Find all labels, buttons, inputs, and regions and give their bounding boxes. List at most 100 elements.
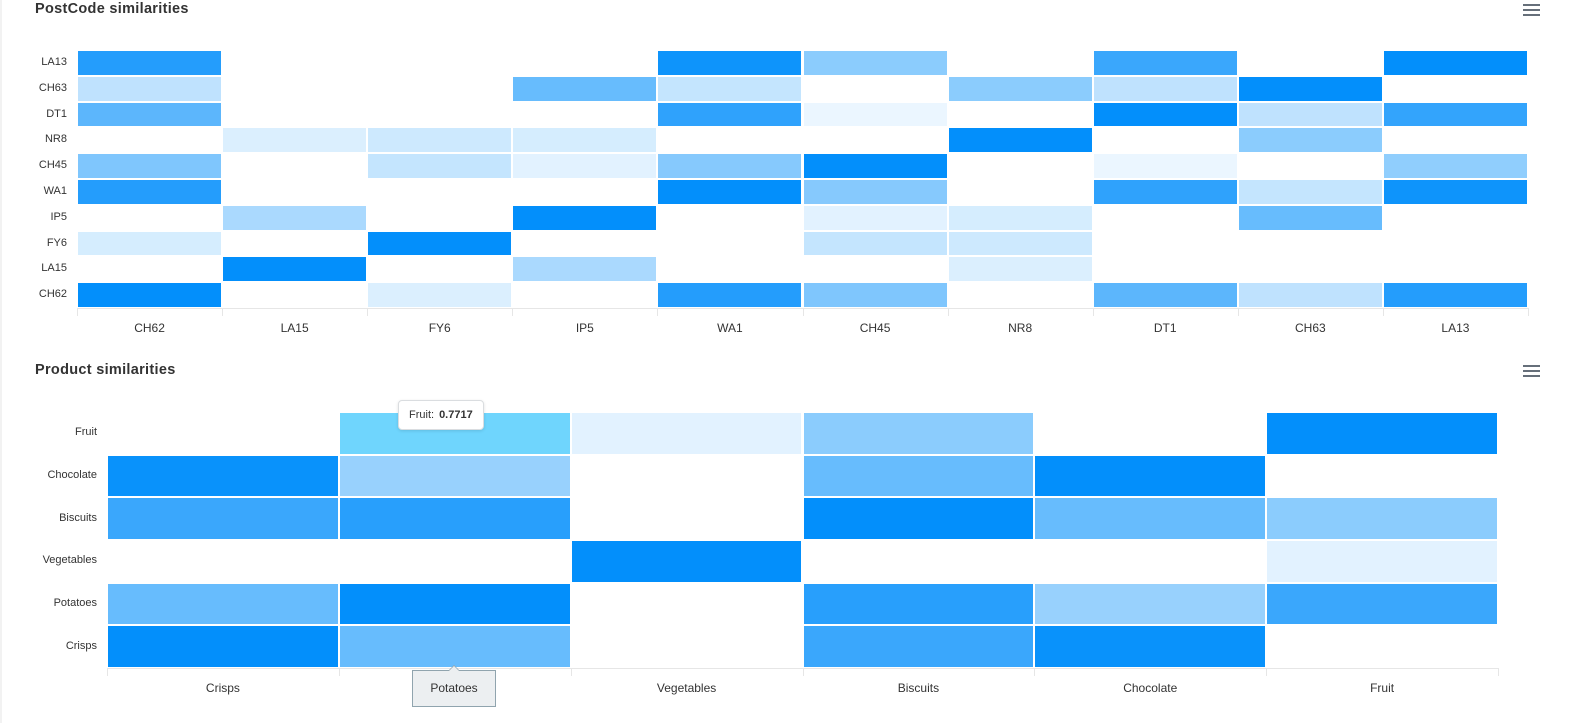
heatmap-cell[interactable] — [368, 283, 512, 307]
heatmap-cell[interactable] — [1093, 205, 1237, 230]
heatmap-cell[interactable] — [803, 583, 1034, 625]
heatmap-cell[interactable] — [948, 180, 1092, 204]
heatmap-cell[interactable] — [223, 128, 367, 153]
heatmap-cell[interactable] — [78, 257, 222, 282]
heatmap-cell[interactable] — [513, 283, 657, 307]
heatmap-cell[interactable] — [368, 180, 512, 204]
heatmap-cell[interactable] — [1093, 128, 1237, 153]
heatmap-cell[interactable] — [658, 205, 802, 230]
heatmap-cell[interactable] — [803, 180, 947, 204]
heatmap-cell[interactable] — [1383, 180, 1527, 204]
heatmap-cell[interactable] — [223, 51, 367, 75]
heatmap-cell[interactable] — [803, 541, 1034, 582]
hamburger-menu-icon[interactable] — [1523, 4, 1540, 18]
heatmap-cell[interactable] — [1267, 583, 1497, 625]
heatmap-cell[interactable] — [571, 413, 802, 454]
heatmap-cell[interactable] — [803, 205, 947, 230]
heatmap-cell[interactable] — [78, 154, 222, 178]
heatmap-cell[interactable] — [513, 205, 657, 230]
heatmap-cell[interactable] — [78, 180, 222, 204]
heatmap-cell[interactable] — [803, 76, 947, 101]
heatmap-cell[interactable] — [1383, 128, 1527, 153]
heatmap-cell[interactable] — [1093, 257, 1237, 282]
heatmap-cell[interactable] — [948, 205, 1092, 230]
heatmap-cell[interactable] — [1383, 154, 1527, 178]
heatmap-cell[interactable] — [1238, 51, 1382, 75]
heatmap-cell[interactable] — [1035, 583, 1266, 625]
heatmap-cell[interactable] — [948, 257, 1092, 282]
heatmap-cell[interactable] — [78, 128, 222, 153]
heatmap-cell[interactable] — [78, 205, 222, 230]
heatmap-cell[interactable] — [571, 541, 802, 582]
heatmap-cell[interactable] — [368, 154, 512, 178]
heatmap-cell[interactable] — [78, 231, 222, 256]
heatmap-cell[interactable] — [571, 498, 802, 539]
heatmap-cell[interactable] — [1035, 455, 1266, 497]
heatmap-cell[interactable] — [78, 283, 222, 307]
heatmap-cell[interactable] — [658, 76, 802, 101]
heatmap-cell[interactable] — [368, 257, 512, 282]
heatmap-cell[interactable] — [1238, 154, 1382, 178]
heatmap-cell[interactable] — [658, 257, 802, 282]
heatmap-cell[interactable] — [513, 154, 657, 178]
heatmap-cell[interactable] — [1383, 205, 1527, 230]
heatmap-cell[interactable] — [1093, 102, 1237, 127]
heatmap-cell[interactable] — [1238, 257, 1382, 282]
heatmap-cell[interactable] — [108, 626, 338, 667]
heatmap-cell[interactable] — [571, 626, 802, 667]
heatmap-cell[interactable] — [513, 102, 657, 127]
heatmap-cell[interactable] — [803, 128, 947, 153]
heatmap-cell[interactable] — [1035, 413, 1266, 454]
heatmap-cell[interactable] — [571, 455, 802, 497]
heatmap-cell[interactable] — [948, 231, 1092, 256]
heatmap-cell[interactable] — [1093, 51, 1237, 75]
heatmap-cell[interactable] — [658, 128, 802, 153]
heatmap-cell[interactable] — [803, 257, 947, 282]
heatmap-cell[interactable] — [513, 51, 657, 75]
heatmap-cell[interactable] — [1267, 541, 1497, 582]
heatmap-cell[interactable] — [1238, 231, 1382, 256]
heatmap-cell[interactable] — [1035, 498, 1266, 539]
heatmap-cell[interactable] — [571, 583, 802, 625]
heatmap-cell[interactable] — [223, 180, 367, 204]
heatmap-cell[interactable] — [1093, 231, 1237, 256]
heatmap-cell[interactable] — [368, 51, 512, 75]
heatmap-cell[interactable] — [1238, 180, 1382, 204]
heatmap-cell[interactable] — [658, 231, 802, 256]
heatmap-cell[interactable] — [803, 283, 947, 307]
heatmap-cell[interactable] — [339, 583, 570, 625]
heatmap-cell[interactable] — [513, 257, 657, 282]
heatmap-cell[interactable] — [1267, 413, 1497, 454]
heatmap-cell[interactable] — [1267, 498, 1497, 539]
heatmap-cell[interactable] — [368, 205, 512, 230]
heatmap-cell[interactable] — [948, 283, 1092, 307]
heatmap-cell[interactable] — [948, 76, 1092, 101]
heatmap-cell[interactable] — [948, 51, 1092, 75]
heatmap-cell[interactable] — [108, 455, 338, 497]
heatmap-cell[interactable] — [513, 76, 657, 101]
heatmap-cell[interactable] — [368, 76, 512, 101]
heatmap-cell[interactable] — [223, 76, 367, 101]
heatmap-cell[interactable] — [803, 154, 947, 178]
heatmap-cell[interactable] — [108, 498, 338, 539]
heatmap-cell[interactable] — [1238, 283, 1382, 307]
heatmap-cell[interactable] — [339, 455, 570, 497]
heatmap-cell[interactable] — [1093, 154, 1237, 178]
heatmap-cell[interactable] — [368, 102, 512, 127]
heatmap-cell[interactable] — [368, 128, 512, 153]
heatmap-cell[interactable] — [948, 102, 1092, 127]
heatmap-cell[interactable] — [1267, 626, 1497, 667]
heatmap-cell[interactable] — [1238, 76, 1382, 101]
heatmap-cell[interactable] — [803, 102, 947, 127]
heatmap-cell[interactable] — [78, 76, 222, 101]
heatmap-cell[interactable] — [78, 102, 222, 127]
heatmap-cell[interactable] — [108, 541, 338, 582]
heatmap-cell[interactable] — [658, 154, 802, 178]
heatmap-cell[interactable] — [658, 102, 802, 127]
heatmap-cell[interactable] — [223, 231, 367, 256]
heatmap-cell[interactable] — [223, 257, 367, 282]
heatmap-cell[interactable] — [658, 180, 802, 204]
heatmap-cell[interactable] — [513, 180, 657, 204]
heatmap-cell[interactable] — [803, 231, 947, 256]
heatmap-cell[interactable] — [1383, 76, 1527, 101]
